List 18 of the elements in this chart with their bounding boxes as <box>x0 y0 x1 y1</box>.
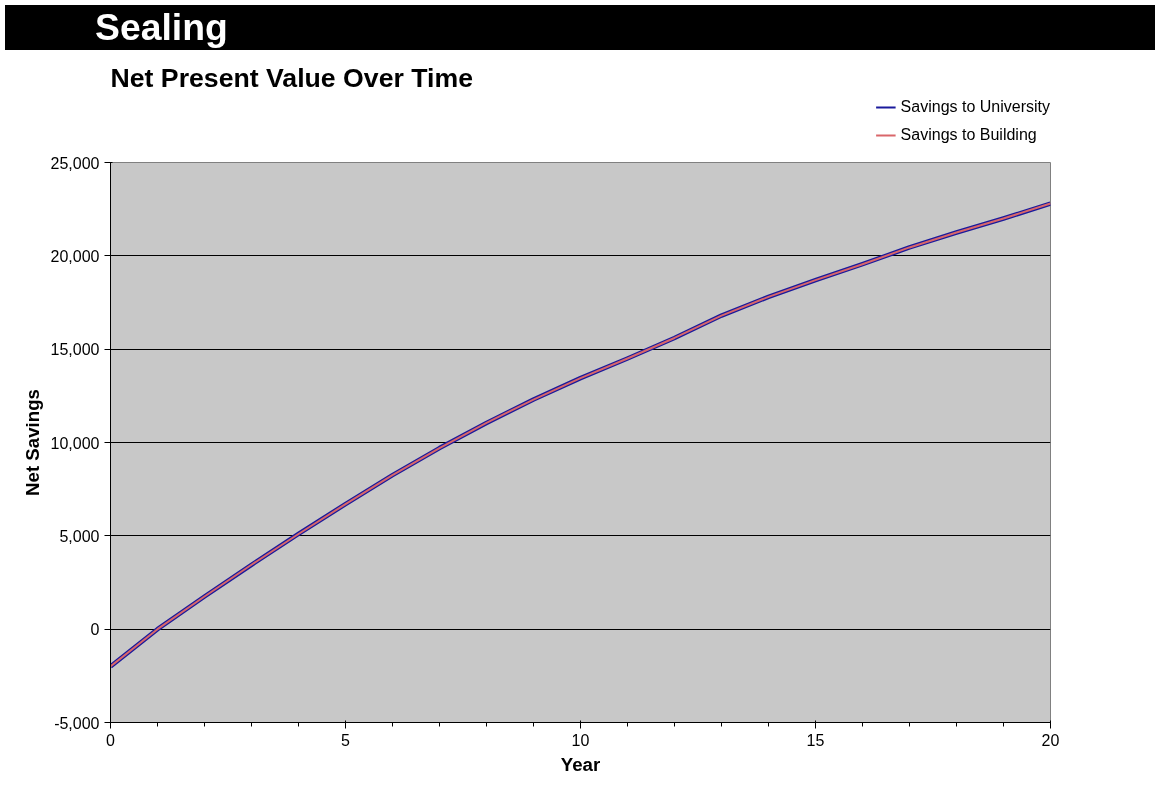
legend-label: Savings to Building <box>900 126 1037 144</box>
y-axis-title: Net Savings <box>21 389 43 496</box>
x-tick-label: 0 <box>106 731 116 749</box>
x-tick-label: 20 <box>1041 731 1060 749</box>
y-tick-label: 15,000 <box>50 341 100 359</box>
x-axis-title: Year <box>560 753 601 775</box>
x-tick-label: 15 <box>806 731 825 749</box>
chart-subtitle: Net Present Value Over Time <box>110 62 474 93</box>
x-tick-label: 10 <box>571 731 590 749</box>
y-tick-label: 5,000 <box>59 527 100 545</box>
x-tick-label: 5 <box>341 731 351 749</box>
y-tick-label: 0 <box>90 621 100 639</box>
legend-label: Savings to University <box>900 98 1050 116</box>
y-tick-label: -5,000 <box>54 714 100 732</box>
y-tick-label: 10,000 <box>50 434 100 452</box>
y-tick-label: 20,000 <box>50 247 100 265</box>
y-tick-label: 25,000 <box>50 154 100 172</box>
chart-title: Sealing <box>95 5 228 50</box>
